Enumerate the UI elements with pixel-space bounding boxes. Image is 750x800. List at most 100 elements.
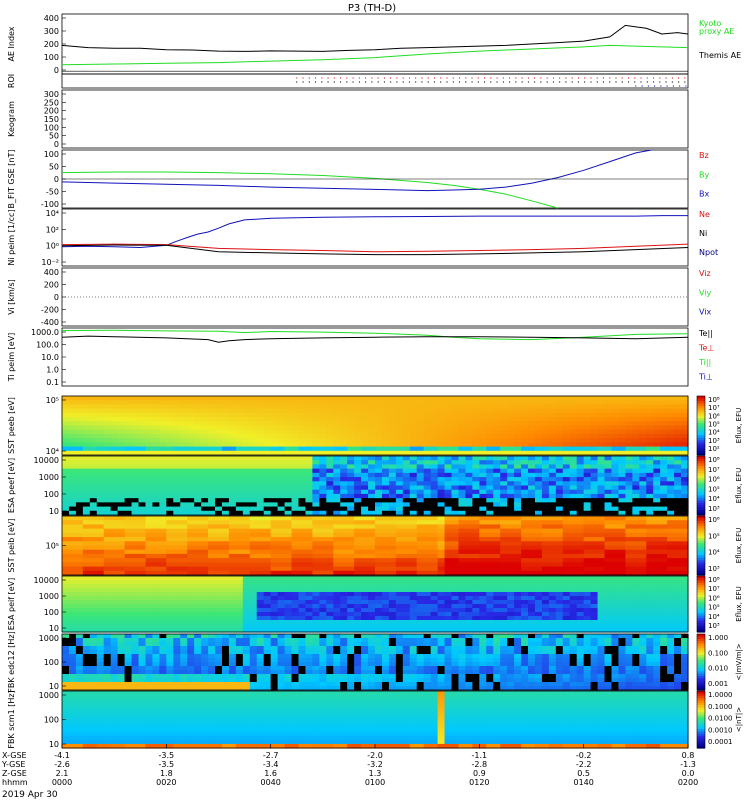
heatmap-cell <box>368 596 376 601</box>
heatmap-cell <box>131 498 140 503</box>
heatmap-cell <box>375 562 383 568</box>
heatmap-cell <box>319 528 327 534</box>
roi-dot <box>559 81 561 83</box>
heatmap-cell <box>576 472 585 478</box>
heatmap-cell <box>215 553 223 559</box>
heatmap-cell <box>521 485 529 491</box>
heatmap-cell <box>555 460 564 466</box>
heatmap-cell <box>361 532 369 538</box>
heatmap-cell <box>138 400 147 406</box>
heatmap-cell <box>277 506 286 512</box>
heatmap-cell <box>381 417 390 422</box>
heatmap-cell <box>166 429 174 435</box>
heatmap-cell <box>381 502 390 508</box>
heatmap-cell <box>103 520 112 526</box>
heatmap-cell <box>381 421 390 427</box>
heatmap-cell <box>681 450 689 456</box>
heatmap-cell <box>493 425 501 431</box>
heatmap-cell <box>333 628 341 633</box>
heatmap-cell <box>395 493 404 499</box>
heatmap-cell <box>201 600 209 605</box>
heatmap-cell <box>416 404 425 410</box>
heatmap-cell <box>500 545 508 551</box>
heatmap-cell <box>187 417 195 422</box>
heatmap-cell <box>528 498 536 503</box>
heatmap-cell <box>221 604 230 609</box>
heatmap-cell <box>166 584 174 589</box>
heatmap-cell <box>145 620 154 625</box>
heatmap-cell <box>472 489 480 495</box>
heatmap-cell <box>465 580 473 585</box>
heatmap-cell <box>215 620 223 625</box>
heatmap-cell <box>117 624 126 629</box>
heatmap-cell <box>472 600 480 605</box>
heatmap-cell <box>235 510 244 516</box>
heatmap-cell <box>68 472 77 478</box>
heatmap-cell <box>451 562 460 568</box>
roi-dot <box>635 85 637 87</box>
heatmap-cell <box>347 516 355 521</box>
heatmap-cell <box>82 506 91 512</box>
heatmap-cell <box>89 502 98 508</box>
heatmap-cell <box>632 460 640 466</box>
heatmap-cell <box>326 404 334 410</box>
heatmap-cell <box>235 438 244 443</box>
heatmap-cell <box>562 553 571 559</box>
heatmap-cell <box>486 485 494 491</box>
heatmap-cell <box>555 464 564 470</box>
heatmap-cell <box>298 404 307 410</box>
heatmap-cell <box>660 442 668 448</box>
heatmap-cell <box>528 421 536 427</box>
roi-dot <box>402 77 404 79</box>
y-tick-label: -100 <box>41 200 59 209</box>
colorbar-tick-label: 10⁵ <box>708 485 720 493</box>
heatmap-cell <box>312 506 320 512</box>
heatmap-cell <box>138 580 147 585</box>
heatmap-cell <box>444 541 453 547</box>
heatmap-cell <box>194 464 202 470</box>
heatmap-cell <box>82 446 91 452</box>
heatmap-cell <box>228 558 237 563</box>
heatmap-cell <box>89 412 98 418</box>
heatmap-cell <box>444 417 453 422</box>
heatmap-cell <box>284 400 293 406</box>
heatmap-cell <box>541 417 550 422</box>
heatmap-cell <box>201 541 209 547</box>
heatmap-cell <box>430 433 439 439</box>
heatmap-cell <box>354 408 362 414</box>
heatmap-cell <box>409 580 418 585</box>
heatmap-cell <box>569 477 578 482</box>
roi-dot <box>433 81 436 83</box>
heatmap-cell <box>479 438 487 443</box>
heatmap-cell <box>242 485 251 491</box>
heatmap-cell <box>152 558 160 563</box>
heatmap-cell <box>493 570 501 576</box>
heatmap-cell <box>277 580 286 585</box>
roi-dot <box>652 81 655 83</box>
heatmap-cell <box>583 510 592 516</box>
heatmap-cell <box>569 425 578 431</box>
heatmap-cell <box>493 417 501 422</box>
heatmap-cell <box>201 489 209 495</box>
heatmap-cell <box>597 553 606 559</box>
heatmap-cell <box>298 429 307 435</box>
heatmap-cell <box>493 524 501 530</box>
heatmap-cell <box>590 464 599 470</box>
heatmap-cell <box>597 464 606 470</box>
heatmap-cell <box>590 485 599 491</box>
heatmap-cell <box>618 481 626 487</box>
heatmap-cell <box>493 537 501 542</box>
heatmap-cell <box>221 553 230 559</box>
heatmap-cell <box>166 624 174 629</box>
heatmap-cell <box>319 549 327 555</box>
heatmap-cell <box>444 516 453 521</box>
heatmap-cell <box>62 596 70 601</box>
heatmap-cell <box>124 608 133 613</box>
heatmap-cell <box>75 516 84 521</box>
heatmap-cell <box>444 456 453 461</box>
heatmap-cell <box>326 468 334 474</box>
heatmap-cell <box>409 545 418 551</box>
heatmap-cell <box>507 498 515 503</box>
heatmap-cell <box>437 616 446 621</box>
heatmap-cell <box>298 433 307 439</box>
